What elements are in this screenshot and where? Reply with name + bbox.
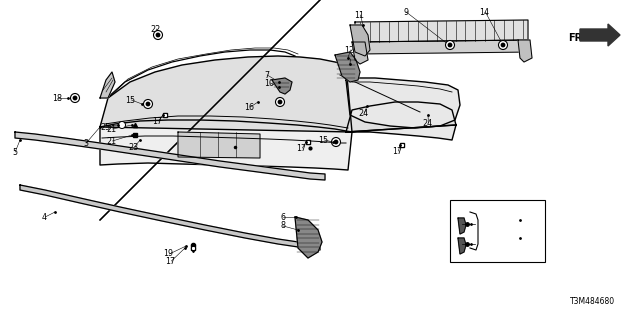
Text: 9: 9 bbox=[403, 7, 408, 17]
Circle shape bbox=[70, 93, 79, 102]
Polygon shape bbox=[355, 20, 528, 42]
Polygon shape bbox=[518, 40, 532, 62]
Polygon shape bbox=[100, 120, 352, 170]
Text: 2: 2 bbox=[530, 228, 535, 236]
Circle shape bbox=[147, 102, 150, 106]
Text: 23: 23 bbox=[128, 142, 138, 151]
Circle shape bbox=[501, 43, 505, 47]
Circle shape bbox=[445, 41, 454, 50]
Polygon shape bbox=[346, 102, 456, 132]
Polygon shape bbox=[100, 56, 352, 132]
Text: 18: 18 bbox=[52, 93, 62, 102]
Polygon shape bbox=[335, 52, 360, 82]
Text: 3: 3 bbox=[83, 139, 88, 148]
Text: 17: 17 bbox=[152, 116, 162, 125]
Text: 22: 22 bbox=[150, 25, 160, 34]
Bar bbox=[450, 200, 545, 262]
Circle shape bbox=[74, 96, 77, 100]
Text: 13: 13 bbox=[344, 54, 354, 63]
Text: 15: 15 bbox=[125, 95, 135, 105]
Circle shape bbox=[118, 122, 125, 129]
Polygon shape bbox=[178, 132, 260, 158]
Polygon shape bbox=[352, 42, 368, 64]
Polygon shape bbox=[458, 218, 466, 234]
Circle shape bbox=[332, 138, 340, 147]
Text: 17: 17 bbox=[165, 257, 175, 266]
Text: 20: 20 bbox=[483, 219, 493, 228]
Text: 21: 21 bbox=[106, 124, 116, 133]
Polygon shape bbox=[100, 72, 115, 98]
Polygon shape bbox=[346, 125, 456, 140]
Text: FR.: FR. bbox=[568, 33, 586, 43]
Polygon shape bbox=[20, 185, 320, 250]
Text: 5: 5 bbox=[12, 148, 17, 156]
Circle shape bbox=[143, 100, 152, 108]
Text: T3M484680: T3M484680 bbox=[570, 298, 615, 307]
Polygon shape bbox=[355, 40, 530, 54]
Text: 15: 15 bbox=[318, 135, 328, 145]
Polygon shape bbox=[580, 24, 620, 46]
Polygon shape bbox=[295, 217, 322, 258]
Polygon shape bbox=[346, 78, 460, 128]
Circle shape bbox=[334, 140, 338, 144]
Polygon shape bbox=[458, 238, 466, 254]
Text: 25: 25 bbox=[100, 123, 110, 132]
Text: 24: 24 bbox=[422, 118, 432, 127]
Text: 17: 17 bbox=[392, 147, 402, 156]
Circle shape bbox=[156, 33, 160, 37]
Polygon shape bbox=[15, 132, 325, 180]
Text: 1: 1 bbox=[530, 217, 535, 226]
Circle shape bbox=[275, 98, 285, 107]
Polygon shape bbox=[272, 78, 292, 94]
Text: 20: 20 bbox=[483, 238, 493, 247]
Text: 17: 17 bbox=[296, 143, 306, 153]
Circle shape bbox=[499, 41, 508, 50]
Circle shape bbox=[278, 100, 282, 104]
Text: 14: 14 bbox=[479, 7, 489, 17]
Circle shape bbox=[154, 30, 163, 39]
Text: 7: 7 bbox=[264, 70, 269, 79]
Text: 16: 16 bbox=[244, 102, 254, 111]
Text: 21: 21 bbox=[106, 137, 116, 146]
Text: 8: 8 bbox=[280, 221, 285, 230]
Text: 4: 4 bbox=[42, 212, 47, 221]
Polygon shape bbox=[350, 25, 370, 56]
Text: 24: 24 bbox=[358, 108, 368, 117]
Text: 11: 11 bbox=[354, 11, 364, 20]
Polygon shape bbox=[100, 0, 352, 220]
Text: 10: 10 bbox=[264, 78, 274, 87]
Text: 12: 12 bbox=[344, 45, 354, 54]
Circle shape bbox=[448, 43, 452, 47]
Text: 6: 6 bbox=[280, 212, 285, 221]
Text: 19: 19 bbox=[163, 250, 173, 259]
